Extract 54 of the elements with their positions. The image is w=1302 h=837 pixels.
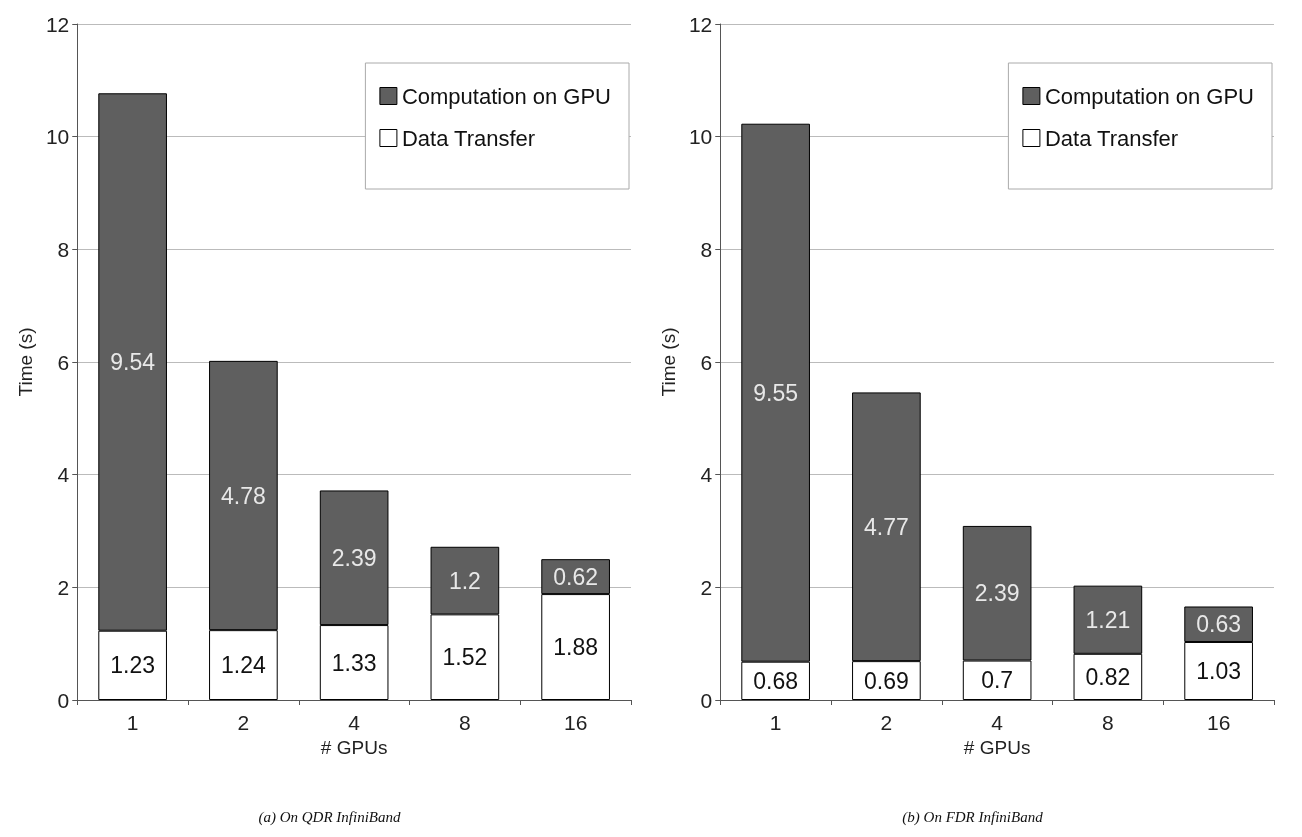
data-label: 2.39 <box>331 544 377 571</box>
data-label: 1.2 <box>448 567 481 594</box>
data-label: 1.23 <box>110 652 156 679</box>
data-label: 0.68 <box>753 667 799 694</box>
y-tick-label: 10 <box>45 125 70 149</box>
legend-label: Computation on GPU <box>1044 83 1254 109</box>
x-axis-title: # GPUs <box>320 737 388 758</box>
data-label: 1.52 <box>442 644 488 671</box>
data-label: 0.7 <box>981 667 1014 694</box>
y-tick-label: 8 <box>57 237 70 261</box>
x-tick-label: 1 <box>769 711 782 734</box>
x-tick-label: 4 <box>348 711 361 734</box>
data-label: 9.54 <box>110 349 156 375</box>
legend-label: Data Transfer <box>401 125 536 151</box>
y-tick-label: 12 <box>688 12 713 36</box>
data-label: 1.88 <box>553 634 599 661</box>
x-tick-label: 16 <box>1206 711 1231 734</box>
data-label: 9.55 <box>753 379 799 406</box>
data-label: 1.33 <box>331 649 377 676</box>
x-tick-label: 16 <box>563 711 588 734</box>
x-tick-label: 1 <box>126 711 139 734</box>
x-tick-label: 2 <box>237 711 250 734</box>
data-label: 1.03 <box>1196 657 1242 684</box>
y-tick-label: 0 <box>57 688 70 712</box>
y-tick-label: 2 <box>57 575 70 599</box>
y-tick-label: 10 <box>688 125 713 149</box>
x-tick-label: 4 <box>991 711 1004 734</box>
data-label: 2.39 <box>974 580 1020 607</box>
y-tick-label: 8 <box>700 237 713 261</box>
data-label: 0.62 <box>553 563 599 590</box>
data-label: 0.69 <box>864 667 909 694</box>
x-axis-title: # GPUs <box>963 737 1031 758</box>
data-label: 1.21 <box>1085 606 1131 633</box>
y-tick-label: 2 <box>700 575 713 599</box>
x-tick-label: 2 <box>880 711 893 734</box>
y-axis-title: Time (s) <box>15 327 36 397</box>
data-label: 4.78 <box>221 482 266 509</box>
text: (a) On QDR InfiniBand <box>258 808 402 826</box>
y-tick-label: 0 <box>700 688 713 712</box>
y-tick-label: 12 <box>45 12 70 36</box>
y-tick-label: 4 <box>700 463 713 487</box>
text: (b) On FDR InfiniBand <box>902 808 1044 826</box>
y-tick-label: 6 <box>57 350 70 374</box>
data-label: 0.82 <box>1085 663 1131 690</box>
data-label: 0.63 <box>1196 611 1242 638</box>
x-tick-label: 8 <box>1102 711 1114 734</box>
data-label: 1.24 <box>221 652 266 679</box>
y-tick-label: 6 <box>700 350 713 374</box>
legend-label: Data Transfer <box>1044 125 1179 151</box>
y-axis-title: Time (s) <box>658 327 679 397</box>
legend-label: Computation on GPU <box>401 83 611 109</box>
x-tick-label: 8 <box>459 711 471 734</box>
y-tick-label: 4 <box>57 463 70 487</box>
data-label: 4.77 <box>864 513 909 540</box>
